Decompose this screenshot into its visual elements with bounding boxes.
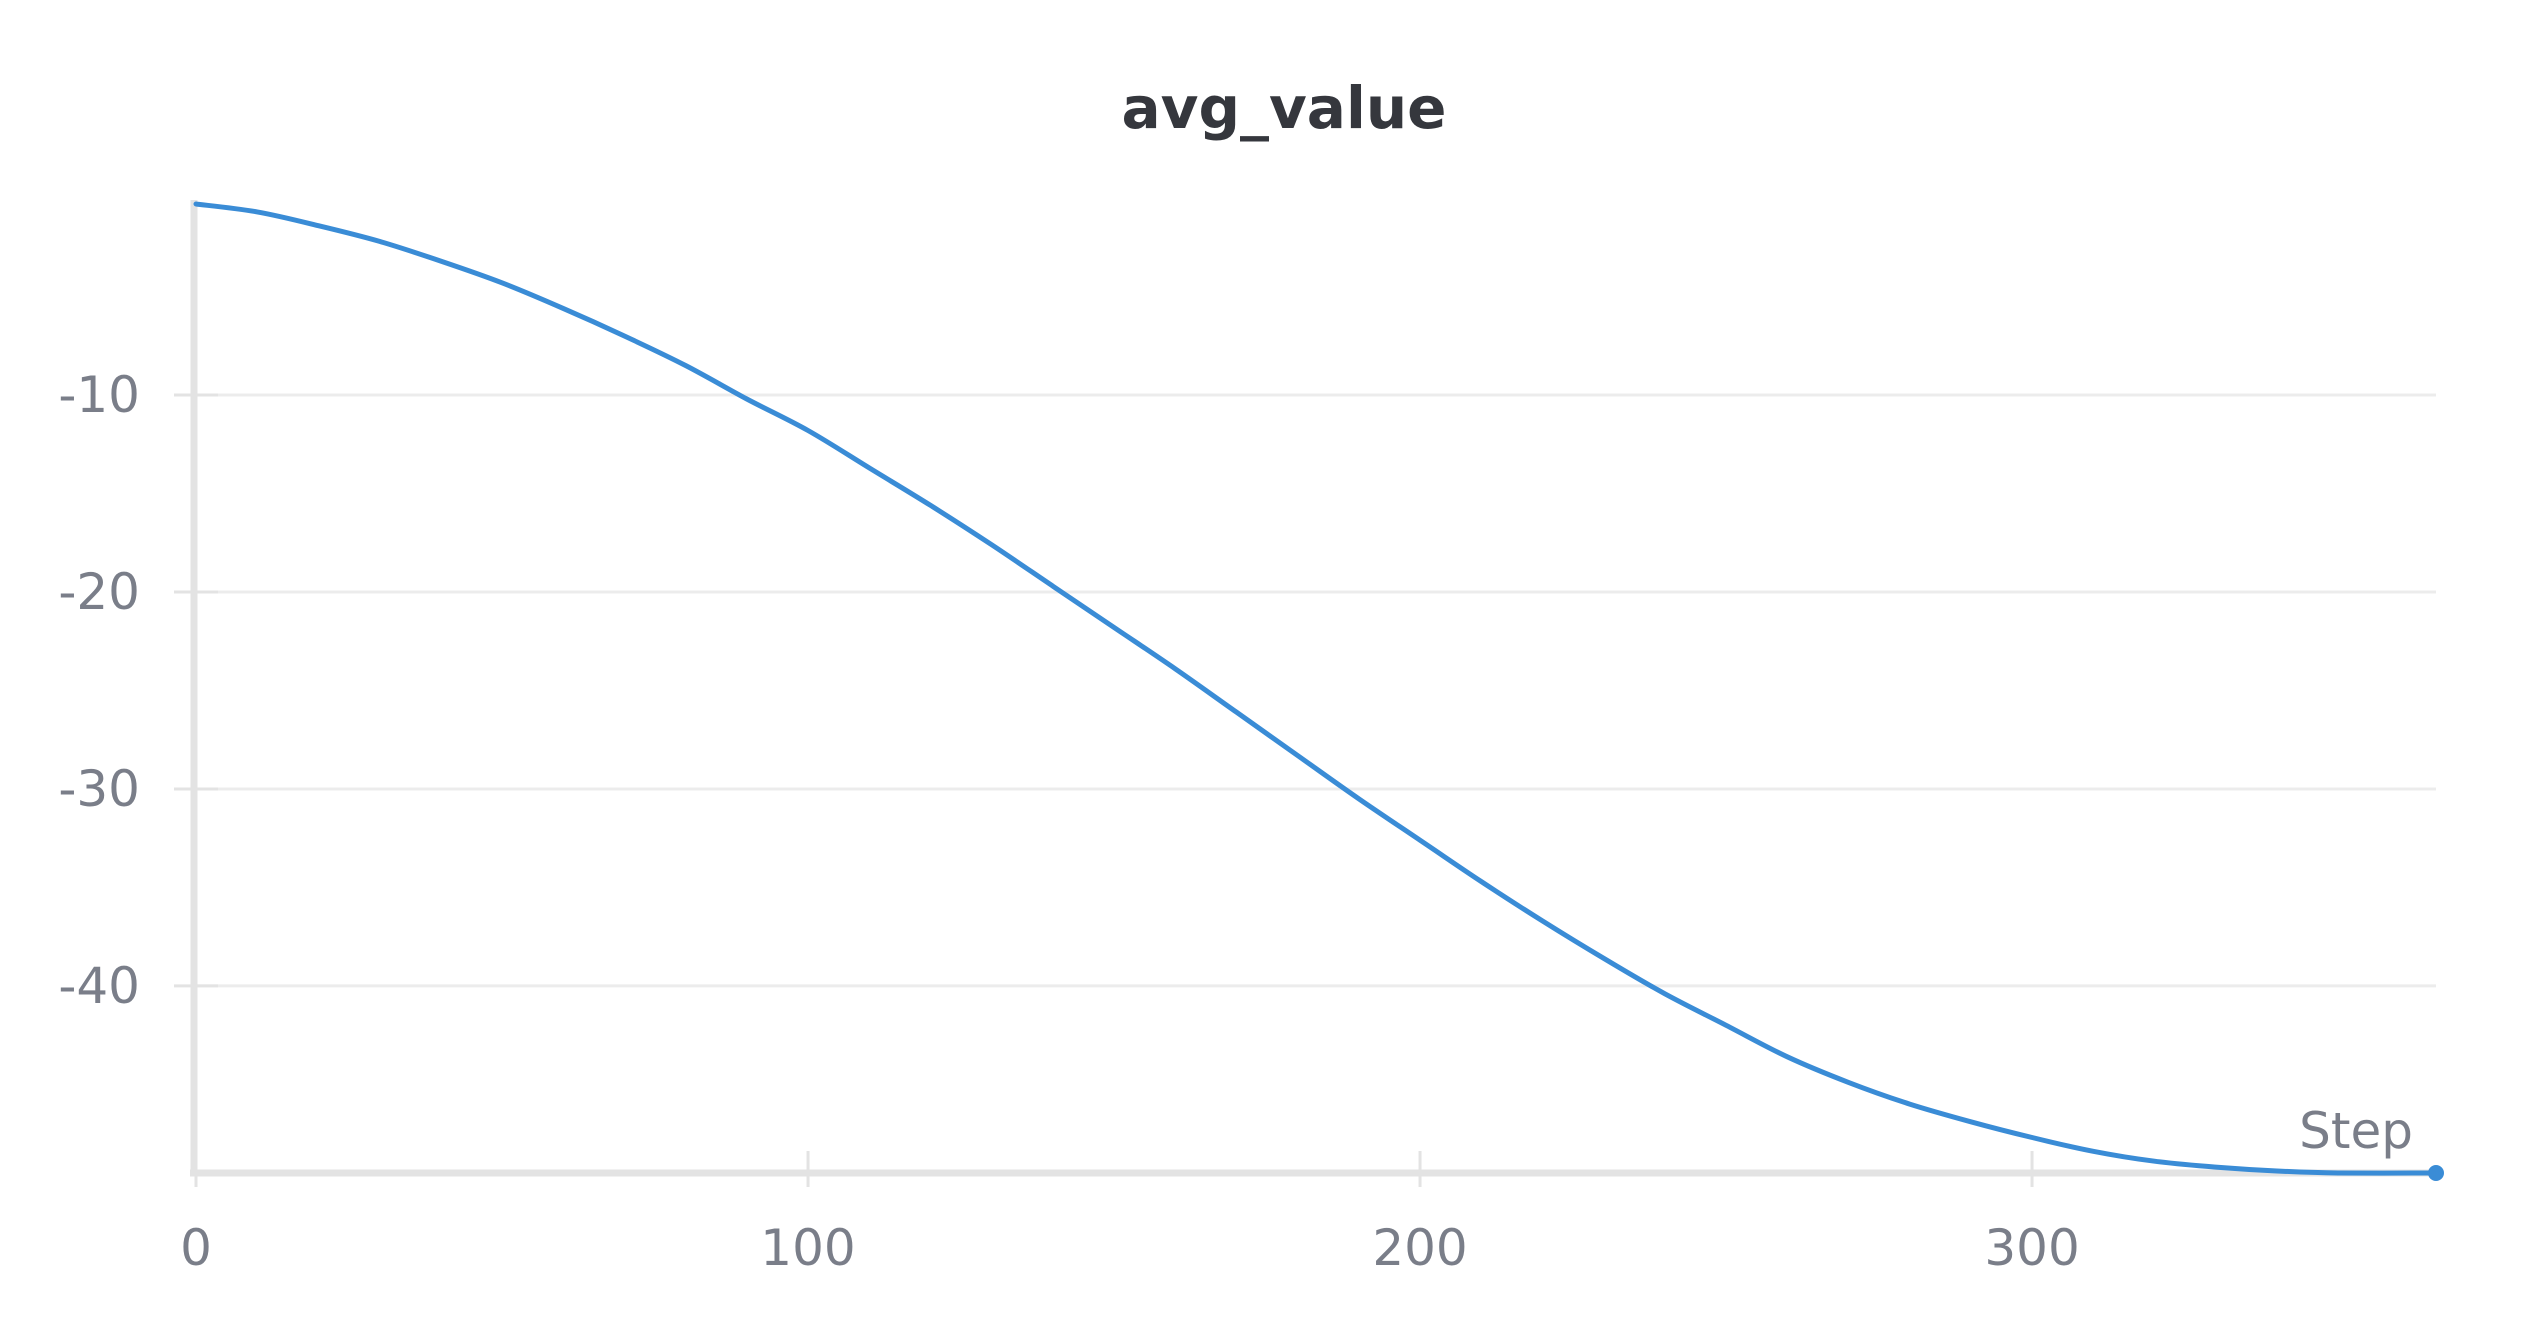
x-tick-label: 0	[180, 1219, 212, 1277]
axes: -10 -20 -30 -40 0 100 200 300	[58, 200, 2436, 1277]
chart-title: avg_value	[1122, 74, 1447, 142]
y-tick-label: -30	[58, 760, 140, 818]
series-layer	[193, 201, 2444, 1181]
x-tick-label: 100	[760, 1219, 855, 1277]
y-tick-label: -10	[58, 366, 140, 424]
x-axis-title: Step	[2299, 1102, 2413, 1160]
series-line	[193, 201, 2439, 1176]
x-tick-label: 200	[1372, 1219, 1467, 1277]
series-end-point	[2428, 1165, 2444, 1181]
x-tick-label: 300	[1984, 1219, 2079, 1277]
y-tick-label: -20	[58, 563, 140, 621]
y-tick-label: -40	[58, 957, 140, 1015]
grid-lines	[196, 393, 2436, 988]
